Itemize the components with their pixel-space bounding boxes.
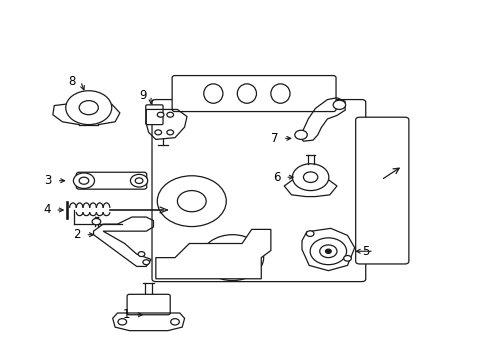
Circle shape: [130, 174, 147, 187]
Circle shape: [166, 112, 173, 117]
Text: 6: 6: [272, 171, 280, 184]
Text: 1: 1: [122, 308, 130, 321]
Circle shape: [65, 91, 112, 125]
Circle shape: [294, 130, 306, 139]
Circle shape: [142, 260, 149, 265]
Ellipse shape: [237, 84, 256, 103]
Circle shape: [177, 190, 206, 212]
Circle shape: [79, 101, 98, 115]
FancyBboxPatch shape: [76, 172, 146, 189]
Circle shape: [157, 176, 226, 226]
Circle shape: [170, 319, 179, 325]
Text: 2: 2: [73, 228, 81, 241]
Ellipse shape: [270, 84, 289, 103]
FancyBboxPatch shape: [172, 76, 335, 112]
FancyBboxPatch shape: [152, 100, 365, 282]
Circle shape: [332, 100, 345, 109]
Circle shape: [309, 238, 346, 265]
Circle shape: [166, 130, 173, 135]
Circle shape: [135, 178, 142, 184]
Polygon shape: [156, 229, 270, 279]
Circle shape: [79, 177, 89, 184]
FancyBboxPatch shape: [127, 294, 170, 315]
Circle shape: [92, 219, 101, 225]
Circle shape: [319, 245, 336, 258]
Circle shape: [303, 172, 317, 183]
Circle shape: [201, 235, 263, 280]
Circle shape: [305, 231, 313, 237]
Circle shape: [292, 164, 328, 190]
Circle shape: [118, 319, 126, 325]
Text: 5: 5: [361, 245, 368, 258]
Text: 8: 8: [68, 75, 76, 88]
Circle shape: [157, 112, 163, 117]
Text: 7: 7: [270, 132, 278, 145]
Text: 4: 4: [43, 203, 50, 216]
Ellipse shape: [203, 84, 223, 103]
FancyBboxPatch shape: [355, 117, 408, 264]
Circle shape: [138, 252, 144, 257]
Circle shape: [155, 130, 161, 135]
Text: 9: 9: [139, 89, 146, 102]
Circle shape: [325, 249, 330, 253]
Circle shape: [343, 256, 351, 261]
Text: 3: 3: [44, 174, 52, 187]
FancyBboxPatch shape: [145, 105, 163, 125]
Circle shape: [73, 173, 94, 189]
